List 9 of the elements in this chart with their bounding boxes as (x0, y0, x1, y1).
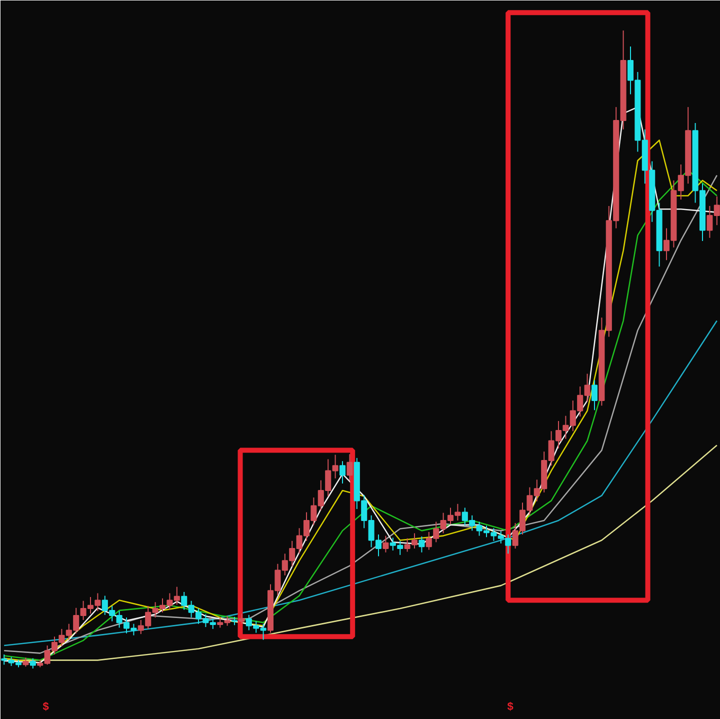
candlestick (418, 536, 425, 553)
candlestick (382, 535, 389, 553)
candlestick (339, 460, 346, 484)
text: $ (42, 701, 49, 714)
candlestick (346, 454, 353, 481)
candlestick (238, 613, 245, 624)
candlestick (30, 658, 36, 669)
text: $ (507, 701, 514, 714)
candlestick (591, 380, 598, 411)
